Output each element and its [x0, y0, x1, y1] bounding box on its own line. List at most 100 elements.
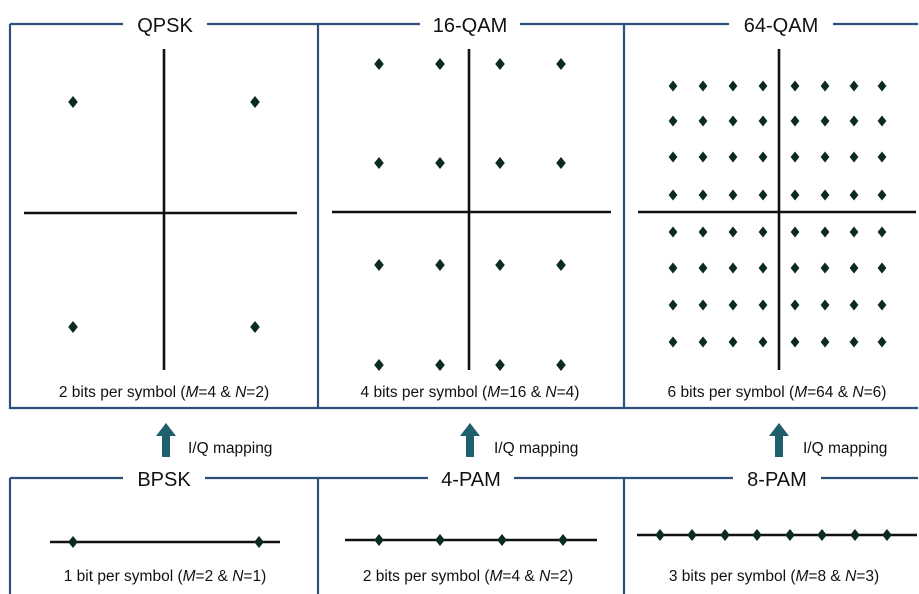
panel-title-bg	[123, 466, 205, 490]
panel-caption: 4 bits per symbol (M=16 & N=4)	[361, 384, 580, 401]
constellation-point	[820, 336, 830, 348]
constellation-point	[374, 534, 384, 546]
constellation-point	[374, 259, 384, 271]
constellation-point	[849, 115, 859, 127]
constellation-point	[790, 151, 800, 163]
constellation-point	[728, 189, 738, 201]
constellation-point	[495, 157, 505, 169]
panel-caption: 1 bit per symbol (M=2 & N=1)	[64, 568, 267, 585]
constellation-point	[68, 96, 78, 108]
constellation-point	[254, 536, 264, 548]
panel-64qam: 64-QAM 6 bits per symbol (M=64 & N=6)	[638, 12, 916, 401]
constellation-point	[849, 262, 859, 274]
constellation-point	[556, 259, 566, 271]
constellation-point	[495, 259, 505, 271]
panel-title: 16-QAM	[433, 15, 507, 37]
constellation-point	[849, 80, 859, 92]
panel-16qam: 16-QAM 4 bits per symbol (M=16 & N=4)	[332, 12, 611, 401]
constellation-point	[820, 151, 830, 163]
panel-title: 8-PAM	[747, 469, 807, 491]
constellation-point	[820, 115, 830, 127]
constellation-point	[435, 58, 445, 70]
constellation-point	[698, 336, 708, 348]
panel-bpsk: BPSK 1 bit per symbol (M=2 & N=1)	[50, 466, 280, 585]
constellation-point	[820, 299, 830, 311]
iq-mapping-arrow-2: I/Q mapping	[460, 423, 578, 457]
constellation-point	[785, 529, 795, 541]
constellation-point	[698, 189, 708, 201]
constellation-point	[728, 226, 738, 238]
constellation-point	[720, 529, 730, 541]
constellation-point	[877, 226, 887, 238]
constellation-point	[668, 299, 678, 311]
panel-title-bg	[420, 12, 520, 36]
panel-caption: 2 bits per symbol (M=4 & N=2)	[363, 568, 573, 585]
constellation-point	[877, 151, 887, 163]
constellation-point	[668, 336, 678, 348]
constellation-point	[728, 151, 738, 163]
constellation-point	[820, 189, 830, 201]
constellation-point	[374, 359, 384, 371]
constellation-point	[250, 96, 260, 108]
constellation-point	[820, 262, 830, 274]
constellation-point	[698, 226, 708, 238]
constellation-point	[758, 115, 768, 127]
constellation-point	[668, 189, 678, 201]
constellation-point	[698, 115, 708, 127]
constellation-point	[495, 58, 505, 70]
constellation-point	[728, 262, 738, 274]
constellation-point	[850, 529, 860, 541]
constellation-point	[790, 115, 800, 127]
constellation-point	[668, 226, 678, 238]
panel-title-bg	[733, 466, 821, 490]
arrow-label: I/Q mapping	[803, 440, 887, 457]
constellation-point	[68, 536, 78, 548]
constellation-point	[877, 115, 887, 127]
panel-title: QPSK	[137, 15, 193, 37]
constellation-point	[758, 299, 768, 311]
constellation-point	[497, 534, 507, 546]
up-arrow-icon	[460, 423, 480, 457]
panel-4pam: 4-PAM 2 bits per symbol (M=4 & N=2)	[345, 466, 597, 585]
constellation-point	[820, 80, 830, 92]
constellation-point	[728, 80, 738, 92]
constellation-point	[882, 529, 892, 541]
arrow-label: I/Q mapping	[188, 440, 272, 457]
constellation-point	[698, 151, 708, 163]
panel-title-bg	[123, 12, 207, 36]
constellation-point	[374, 157, 384, 169]
panel-title-bg	[729, 12, 833, 36]
constellation-point	[849, 151, 859, 163]
constellation-point	[790, 262, 800, 274]
constellation-point	[728, 115, 738, 127]
arrow-label: I/Q mapping	[494, 440, 578, 457]
top-frame-border	[8, 24, 918, 410]
constellation-point	[668, 262, 678, 274]
constellation-point	[668, 80, 678, 92]
panel-title: BPSK	[137, 469, 191, 491]
constellation-point	[849, 336, 859, 348]
constellation-point	[752, 529, 762, 541]
constellation-point	[849, 299, 859, 311]
constellation-point	[790, 226, 800, 238]
constellation-point	[758, 80, 768, 92]
panel-title-bg	[428, 466, 514, 490]
constellation-point	[698, 299, 708, 311]
constellation-point	[790, 336, 800, 348]
constellation-point	[849, 226, 859, 238]
constellation-point	[758, 262, 768, 274]
constellation-points	[655, 529, 892, 541]
constellation-point	[877, 262, 887, 274]
constellation-point	[435, 259, 445, 271]
constellation-point	[849, 189, 859, 201]
constellation-point	[790, 189, 800, 201]
constellation-point	[877, 189, 887, 201]
constellation-points	[374, 534, 568, 546]
constellation-points	[374, 58, 566, 371]
constellation-point	[790, 299, 800, 311]
panel-caption: 3 bits per symbol (M=8 & N=3)	[669, 568, 879, 585]
constellation-point	[374, 58, 384, 70]
constellation-point	[435, 534, 445, 546]
constellation-points	[68, 96, 260, 333]
